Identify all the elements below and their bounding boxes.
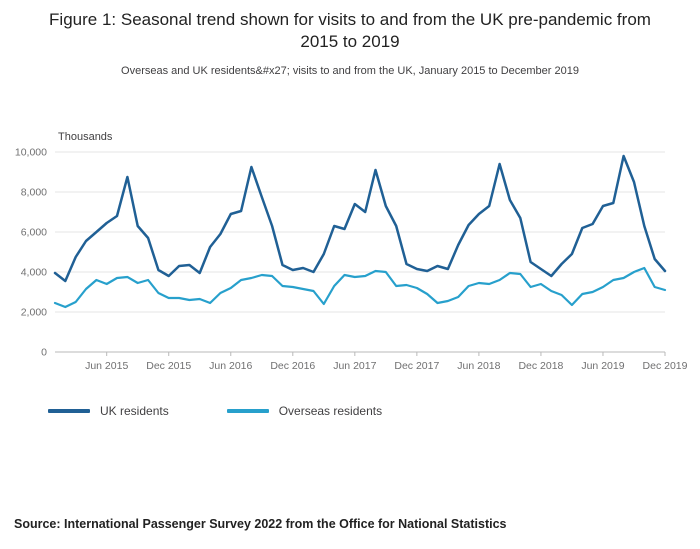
y-axis-tick-label: 8,000: [21, 187, 47, 199]
overseas-residents-line-swatch: [226, 409, 269, 413]
x-axis-tick-label: Dec 2015: [146, 360, 191, 372]
overseas-residents-line: [53, 266, 667, 309]
source-note: Source: International Passenger Survey 2…: [14, 517, 507, 531]
uk-residents-line: [53, 154, 667, 283]
x-axis-tick-label: Jun 2018: [457, 360, 500, 372]
y-axis-tick-label: 2,000: [21, 307, 47, 319]
x-axis-tick-label: Jun 2015: [85, 360, 128, 372]
x-axis-tick-label: Jun 2016: [209, 360, 252, 372]
figure-subtitle: Overseas and UK residents&#x27; visits t…: [121, 64, 579, 77]
x-axis-tick-label: Jun 2019: [581, 360, 624, 372]
y-axis-tick-label: 4,000: [21, 267, 47, 279]
y-axis-tick-label: 0: [41, 347, 47, 359]
x-axis-tick-label: Dec 2016: [270, 360, 315, 372]
legend-label-uk-residents: UK residents: [100, 404, 169, 418]
legend-label-overseas-residents: Overseas residents: [278, 404, 383, 418]
y-axis-tick-label: 6,000: [21, 227, 47, 239]
legend-item-overseas-residents[interactable]: Overseas residents: [226, 404, 383, 418]
figure-title: Figure 1: Seasonal trend shown for visit…: [49, 10, 651, 52]
x-axis-tick-label: Dec 2018: [518, 360, 563, 372]
y-axis-unit-label: Thousands: [58, 131, 113, 143]
legend-item-uk-residents[interactable]: UK residents: [48, 404, 169, 418]
chart-svg: 0 2,000 4,000 6,000 8,000 10,000 Thousands Jun …: [15, 131, 688, 372]
line-chart: 0 2,000 4,000 6,000 8,000 10,000 Thousands Jun …: [0, 128, 700, 385]
uk-residents-line-swatch: [48, 409, 90, 413]
chart-legend: UK residents Overseas residents: [48, 404, 382, 418]
y-axis-tick-label: 10,000: [15, 147, 47, 159]
x-axis-tick-label: Dec 2017: [394, 360, 439, 372]
x-axis-tick-label: Jun 2017: [333, 360, 376, 372]
x-axis-tick-label: Dec 2019: [643, 360, 688, 372]
